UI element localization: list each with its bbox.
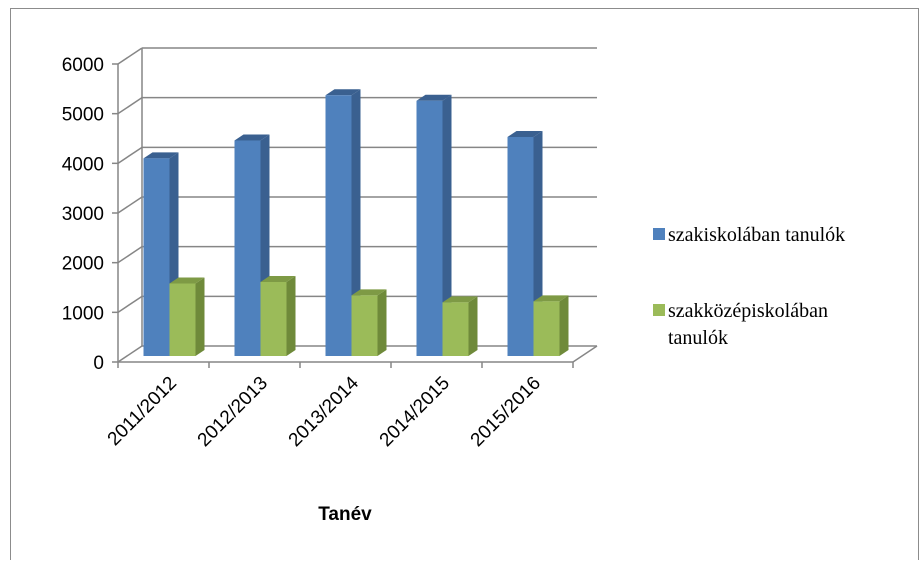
bar-front-face	[533, 301, 560, 356]
bar-front-face	[351, 295, 378, 356]
gridline-diag	[117, 295, 143, 313]
y-tick-label: 3000	[62, 204, 104, 225]
y-tick-label: 6000	[62, 55, 104, 76]
bar-front-face	[260, 281, 287, 356]
x-axis: 2011/2012 2012/2013 2013/2014 2014/2015 2015…	[104, 345, 598, 451]
bar-top-face	[143, 152, 179, 159]
bar-szakkozep-1	[260, 275, 296, 356]
bar-side-face	[559, 295, 569, 356]
legend: szakiskolában tanulók szakközépiskolában t…	[653, 224, 845, 349]
bar-front-face	[234, 140, 261, 356]
gridline-diag	[117, 246, 143, 264]
bar-front-face	[325, 95, 352, 356]
bar-top-face	[351, 289, 387, 296]
bar-side-face	[351, 89, 361, 356]
x-axis-label: Tanév	[318, 504, 372, 525]
y-tick-label: 1000	[62, 303, 104, 324]
bar-front-face	[442, 302, 469, 356]
legend-swatch	[653, 304, 665, 316]
bar-top-face	[442, 296, 478, 303]
bar-szakkozep-0	[169, 277, 205, 356]
bar-side-face	[286, 275, 296, 356]
bar-top-face	[507, 130, 543, 137]
gridline-diag	[117, 97, 143, 115]
legend-label: szakiskolában tanulók	[668, 224, 845, 246]
bar-side-face	[377, 289, 387, 356]
x-tick-label: 2011/2012	[104, 373, 181, 450]
bar-front-face	[507, 136, 534, 356]
legend-label: tanulók	[668, 327, 728, 349]
bar-szakkozep-4	[533, 295, 569, 356]
x-tick-label: 2013/2014	[285, 372, 364, 451]
bar-top-face	[234, 134, 270, 141]
gridline-diag	[117, 345, 143, 363]
bar-szakiskola-0	[143, 152, 179, 356]
gridline-diag	[117, 146, 143, 164]
legend-item-0: szakiskolában tanulók	[653, 224, 845, 246]
bar-top-face	[416, 94, 452, 101]
bar-side-face	[195, 277, 205, 356]
legend-item-1: szakközépiskolában tanulók	[653, 300, 828, 349]
x-tick-label: 2015/2016	[467, 373, 545, 451]
bar-front-face	[169, 283, 196, 356]
y-axis: 0 1000 2000 3000 4000 5000 6000	[62, 55, 119, 374]
bars	[143, 89, 569, 357]
bar-top-face	[533, 295, 569, 302]
bar-top-face	[325, 89, 361, 96]
bar-top-face	[260, 275, 296, 282]
bar-szakkozep-3	[442, 296, 478, 356]
chart-frame	[10, 8, 919, 560]
y-tick-label: 2000	[62, 254, 104, 275]
y-tick-label: 4000	[62, 154, 104, 175]
bar-side-face	[442, 94, 452, 357]
gridline-diag	[117, 196, 143, 214]
bar-side-face	[468, 296, 478, 356]
bar-szakiskola-2	[325, 89, 361, 356]
y-tick-label: 5000	[62, 105, 104, 126]
x-tick-label: 2014/2015	[376, 373, 454, 451]
bar-front-face	[143, 158, 170, 356]
bar-front-face	[416, 100, 443, 356]
x-tick-label: 2012/2013	[194, 373, 272, 451]
legend-swatch	[653, 228, 665, 240]
floor-right-edge	[572, 345, 598, 363]
y-tick-label: 0	[93, 353, 104, 374]
gridline-diag	[117, 47, 143, 65]
bar-top-face	[169, 277, 205, 284]
bar-szakkozep-2	[351, 289, 387, 356]
bar-szakiskola-3	[416, 94, 452, 357]
legend-label: szakközépiskolában	[668, 300, 828, 322]
